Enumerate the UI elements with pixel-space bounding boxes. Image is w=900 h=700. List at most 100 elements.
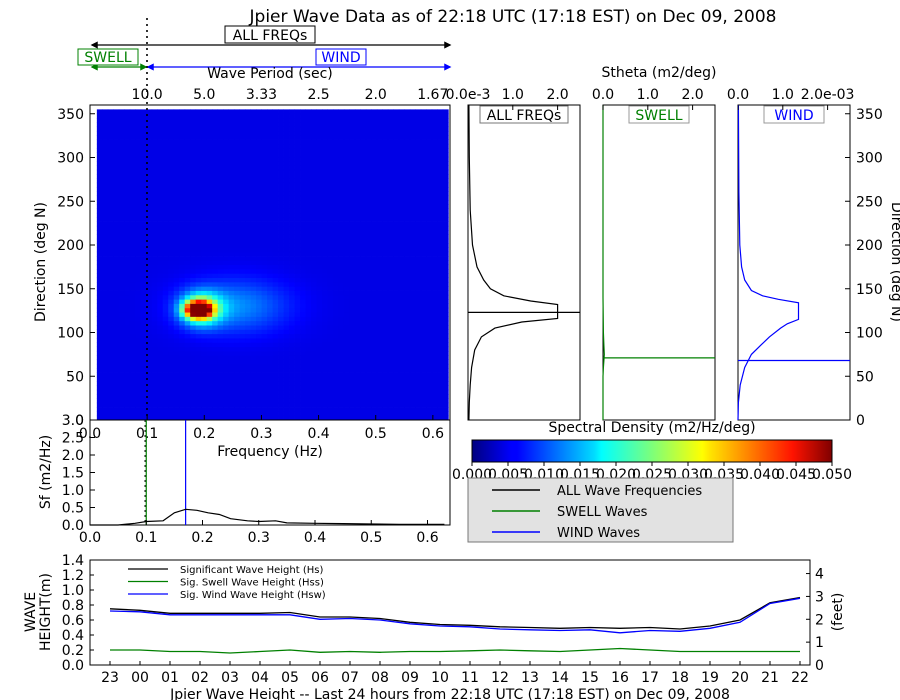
heatmap-cell (365, 165, 372, 171)
heatmap-cell (118, 286, 125, 291)
heatmap-cell (201, 195, 208, 201)
heatmap-cell (365, 350, 372, 356)
heatmap-cell (135, 152, 142, 158)
heatmap-cell (371, 221, 378, 227)
heatmap-cell (426, 135, 433, 140)
heatmap-cell (332, 342, 339, 348)
heatmap-cell (179, 109, 186, 115)
heatmap-cell (354, 286, 361, 291)
heatmap-ytick-label: 150 (57, 282, 84, 298)
heatmap-cell (354, 312, 361, 317)
heatmap-cell (376, 234, 383, 240)
heatmap-cell (223, 178, 230, 184)
heatmap-cell (217, 316, 224, 322)
heatmap-cell (272, 325, 279, 330)
heatmap-cell (217, 139, 224, 145)
heatmap-cell (371, 230, 378, 235)
heatmap-cell (151, 350, 158, 356)
heatmap-cell (442, 109, 449, 115)
heatmap-cell (272, 139, 279, 145)
heatmap-cell (234, 130, 241, 136)
heatmap-cell (360, 303, 367, 309)
heatmap-cell (294, 135, 301, 140)
heatmap-cell (327, 307, 334, 313)
heatmap-cell (124, 256, 131, 261)
heatmap-cell (382, 109, 389, 115)
heatmap-cell (217, 113, 224, 119)
heatmap-cell (267, 320, 273, 326)
heatmap-cell (245, 169, 252, 175)
heatmap-cell (206, 247, 213, 253)
heatmap-cell (217, 415, 224, 421)
heatmap-cell (420, 109, 427, 115)
heatmap-cell (162, 217, 169, 222)
heatmap-cell (162, 320, 169, 326)
heatmap-cell (195, 299, 202, 304)
heatmap-cell (146, 199, 153, 205)
heatmap-cell (393, 281, 400, 287)
heatmap-cell (349, 126, 356, 132)
heatmap-cell (212, 269, 219, 274)
heatmap-cell (173, 238, 180, 244)
heatmap-cell (354, 161, 361, 166)
heatmap-cell (239, 303, 246, 309)
heatmap-cell (300, 217, 306, 222)
heatmap-cell (245, 394, 252, 399)
heatmap-cell (223, 256, 230, 261)
heatmap-cell (195, 156, 202, 162)
heatmap-cell (321, 178, 328, 184)
heatmap-cell (245, 148, 252, 153)
heatmap-cell (217, 178, 224, 184)
heatmap-cell (409, 389, 416, 395)
heatmap-cell (332, 174, 339, 179)
heatmap-cell (157, 204, 164, 209)
heatmap-cell (228, 187, 235, 192)
heatmap-cell (118, 126, 125, 132)
heatmap-cell (217, 320, 224, 326)
heatmap-cell (327, 182, 334, 188)
heatmap-cell (321, 165, 328, 171)
heatmap-cell (267, 113, 273, 119)
heatmap-cell (151, 303, 158, 309)
heatmap-cell (102, 394, 109, 399)
heatmap-cell (239, 221, 246, 227)
heatmap-cell (311, 195, 317, 201)
heatmap-cell (371, 350, 378, 356)
heatmap-cell (195, 398, 202, 404)
heatmap-cell (118, 187, 125, 192)
heatmap-cell (96, 225, 103, 231)
heatmap-cell (140, 256, 147, 261)
heatmap-cell (129, 208, 136, 214)
heatmap-cell (168, 161, 175, 166)
heatmap-cell (305, 217, 312, 222)
heatmap-cell (168, 411, 175, 417)
heatmap-cell (289, 346, 295, 352)
heatmap-cell (239, 415, 246, 421)
heatmap-cell (442, 286, 449, 291)
heatmap-cell (338, 221, 345, 227)
heatmap-cell (212, 212, 219, 218)
heatmap-cell (311, 148, 317, 153)
all-freqs-stheta-xtick-label: 1.0 (502, 87, 524, 103)
heatmap-cell (360, 174, 367, 179)
heatmap-cell (360, 342, 367, 348)
heatmap-cell (272, 376, 279, 382)
heatmap-cell (179, 359, 186, 365)
heatmap-cell (360, 122, 367, 128)
heatmap-cell (190, 273, 197, 279)
heatmap-cell (360, 407, 367, 412)
heatmap-cell (217, 398, 224, 404)
heatmap-cell (431, 264, 438, 270)
heatmap-cell (426, 152, 433, 158)
heatmap-cell (162, 338, 169, 343)
heatmap-cell (311, 333, 317, 339)
heatmap-cell (245, 342, 252, 348)
heatmap-cell (201, 350, 208, 356)
heatmap-cell (140, 247, 147, 253)
heatmap-cell (321, 363, 328, 369)
heatmap-cell (305, 376, 312, 382)
heatmap-cell (437, 333, 444, 339)
heatmap-cell (223, 191, 230, 197)
heatmap-cell (294, 273, 301, 279)
heatmap-cell (382, 118, 389, 123)
